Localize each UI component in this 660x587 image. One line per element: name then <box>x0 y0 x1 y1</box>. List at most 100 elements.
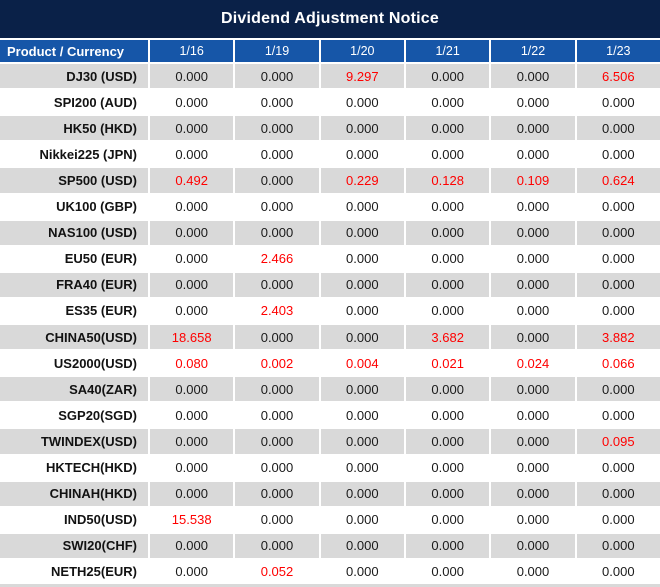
product-currency-header: Product / Currency <box>0 40 148 62</box>
value-cell: 0.229 <box>320 168 404 193</box>
column-header-1-21: 1/21 <box>406 40 490 62</box>
value-cell: 0.000 <box>235 64 319 89</box>
product-cell: US2000(USD) <box>0 351 148 376</box>
value-cell: 0.000 <box>576 246 660 271</box>
product-cell: ES35 (EUR) <box>0 298 148 323</box>
value-cell: 0.000 <box>406 481 490 506</box>
value-cell: 0.000 <box>576 377 660 402</box>
value-cell: 0.000 <box>235 116 319 141</box>
value-cell: 0.000 <box>235 377 319 402</box>
value-cell: 15.538 <box>150 507 234 532</box>
value-cell: 0.624 <box>576 168 660 193</box>
value-cell: 0.000 <box>406 90 490 115</box>
value-cell: 0.000 <box>150 246 234 271</box>
value-cell: 0.000 <box>150 194 234 219</box>
value-cell: 0.000 <box>576 220 660 245</box>
value-cell: 0.000 <box>576 194 660 219</box>
value-cell: 0.000 <box>150 116 234 141</box>
value-cell: 0.000 <box>406 116 490 141</box>
value-cell: 0.000 <box>235 272 319 297</box>
value-cell: 0.024 <box>491 351 575 376</box>
value-cell: 0.002 <box>235 351 319 376</box>
value-cell: 0.000 <box>491 116 575 141</box>
product-cell: FRA40 (EUR) <box>0 272 148 297</box>
column-header-1-20: 1/20 <box>320 40 404 62</box>
value-cell: 0.000 <box>320 559 404 584</box>
value-cell: 0.000 <box>406 220 490 245</box>
value-cell: 0.000 <box>320 194 404 219</box>
value-cell: 0.000 <box>150 403 234 428</box>
value-cell: 0.000 <box>235 507 319 532</box>
value-cell: 0.000 <box>320 507 404 532</box>
value-cell: 0.000 <box>320 116 404 141</box>
value-cell: 0.000 <box>320 533 404 558</box>
value-cell: 0.000 <box>491 559 575 584</box>
value-cell: 2.403 <box>235 298 319 323</box>
value-cell: 0.000 <box>576 403 660 428</box>
value-cell: 0.000 <box>320 325 404 350</box>
value-cell: 0.000 <box>491 481 575 506</box>
value-cell: 0.000 <box>320 403 404 428</box>
value-cell: 0.000 <box>235 403 319 428</box>
value-cell: 0.000 <box>406 298 490 323</box>
value-cell: 0.000 <box>320 142 404 167</box>
value-cell: 0.000 <box>320 298 404 323</box>
value-cell: 0.000 <box>320 90 404 115</box>
value-cell: 0.000 <box>576 559 660 584</box>
value-cell: 0.000 <box>235 429 319 454</box>
value-cell: 0.000 <box>491 220 575 245</box>
value-cell: 0.000 <box>491 272 575 297</box>
value-cell: 0.000 <box>150 377 234 402</box>
value-cell: 0.000 <box>320 429 404 454</box>
value-cell: 0.000 <box>406 403 490 428</box>
value-cell: 0.000 <box>235 325 319 350</box>
product-cell: SP500 (USD) <box>0 168 148 193</box>
value-cell: 0.000 <box>320 481 404 506</box>
value-cell: 0.000 <box>320 455 404 480</box>
value-cell: 3.882 <box>576 325 660 350</box>
value-cell: 0.000 <box>406 142 490 167</box>
value-cell: 0.000 <box>150 455 234 480</box>
value-cell: 0.000 <box>491 298 575 323</box>
product-cell: IND50(USD) <box>0 507 148 532</box>
product-cell: SPI200 (AUD) <box>0 90 148 115</box>
value-cell: 0.000 <box>576 455 660 480</box>
value-cell: 0.000 <box>320 272 404 297</box>
value-cell: 0.000 <box>150 142 234 167</box>
value-cell: 0.000 <box>150 533 234 558</box>
value-cell: 0.052 <box>235 559 319 584</box>
value-cell: 0.000 <box>235 194 319 219</box>
value-cell: 0.000 <box>235 220 319 245</box>
column-header-1-16: 1/16 <box>150 40 234 62</box>
value-cell: 2.466 <box>235 246 319 271</box>
value-cell: 0.000 <box>406 377 490 402</box>
value-cell: 0.000 <box>491 246 575 271</box>
value-cell: 0.000 <box>491 377 575 402</box>
value-cell: 0.000 <box>406 559 490 584</box>
value-cell: 0.000 <box>491 455 575 480</box>
value-cell: 0.000 <box>491 533 575 558</box>
product-cell: SA40(ZAR) <box>0 377 148 402</box>
value-cell: 0.000 <box>491 194 575 219</box>
value-cell: 0.000 <box>406 272 490 297</box>
value-cell: 0.000 <box>576 142 660 167</box>
value-cell: 0.109 <box>491 168 575 193</box>
value-cell: 0.000 <box>150 90 234 115</box>
value-cell: 0.000 <box>491 403 575 428</box>
value-cell: 0.021 <box>406 351 490 376</box>
value-cell: 0.095 <box>576 429 660 454</box>
value-cell: 0.004 <box>320 351 404 376</box>
product-cell: UK100 (GBP) <box>0 194 148 219</box>
value-cell: 0.000 <box>576 298 660 323</box>
value-cell: 0.066 <box>576 351 660 376</box>
value-cell: 0.000 <box>406 246 490 271</box>
value-cell: 0.000 <box>150 559 234 584</box>
value-cell: 18.658 <box>150 325 234 350</box>
value-cell: 0.000 <box>150 220 234 245</box>
product-cell: NETH25(EUR) <box>0 559 148 584</box>
value-cell: 0.080 <box>150 351 234 376</box>
value-cell: 0.000 <box>235 455 319 480</box>
value-cell: 0.000 <box>406 194 490 219</box>
value-cell: 6.506 <box>576 64 660 89</box>
value-cell: 0.000 <box>491 507 575 532</box>
